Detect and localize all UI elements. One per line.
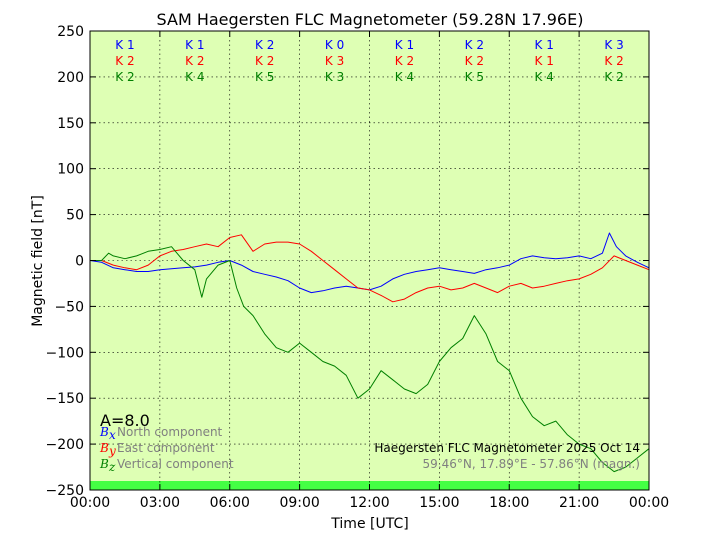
station-info-line2: 59.46°N, 17.89°E - 57.86°N (magn.) [423, 457, 640, 471]
legend-subscript: x [109, 428, 116, 442]
k-index-label: K 4 [535, 70, 554, 84]
k-index-label: K 5 [465, 70, 484, 84]
k-index-label: K 2 [465, 38, 484, 52]
x-axis-label: Time [UTC] [330, 516, 408, 532]
y-tick-label: −100 [46, 345, 84, 361]
x-tick-label: 03:00 [140, 495, 180, 511]
k-index-label: K 1 [535, 54, 554, 68]
k-index-label: K 2 [185, 54, 204, 68]
series-layer [89, 232, 650, 473]
chart-title: SAM Haegersten FLC Magnetometer (59.28N … [157, 10, 584, 29]
k-index-label: K 1 [395, 38, 414, 52]
y-tick-label: −150 [46, 391, 84, 407]
y-tick-label: 200 [57, 70, 84, 86]
k-index-label: K 2 [115, 54, 134, 68]
x-tick-label: 09:00 [279, 495, 319, 511]
y-tick-label: 50 [66, 208, 84, 224]
y-tick-label: 250 [57, 24, 84, 40]
y-tick-label: 100 [57, 162, 84, 178]
x-tick-label: 00:00 [70, 495, 110, 511]
series-line-3 [90, 246, 650, 473]
x-tick-label: 21:00 [559, 495, 599, 511]
legend-label: East component [117, 441, 215, 455]
k-indices: K 1 K 1 K 2 K 0 K 1 K 2 K 1 K 3 K 2 K 2 K 2 K 3 K 2 K… [115, 38, 623, 84]
x-tick-label: 15:00 [419, 495, 459, 511]
k-index-label: K 3 [325, 54, 344, 68]
k-index-label: K 2 [604, 70, 623, 84]
k-index-label: K 5 [255, 70, 274, 84]
series-line-1 [89, 232, 650, 294]
x-tick-label: 12:00 [349, 495, 389, 511]
x-tick-label: 18:00 [489, 495, 529, 511]
legend-subscript: z [108, 460, 116, 474]
y-tick-labels: −250 −200 −150 −100 −50 0 50 100 150 200 250 [46, 24, 84, 499]
station-info-line1: Haegersten FLC Magnetometer 2025 Oct 14 [374, 441, 640, 455]
series-line-2 [90, 234, 650, 303]
x-tick-label: 00:00 [629, 495, 669, 511]
k-index-label: K 2 [395, 54, 414, 68]
y-tick-label: 150 [57, 116, 84, 132]
y-axis-label: Magnetic field [nT] [30, 195, 46, 327]
y-tick-label: 0 [75, 254, 84, 270]
k-index-label: K 3 [604, 38, 623, 52]
legend-label: North component [117, 425, 223, 439]
x-tick-labels: 00:00 03:00 06:00 09:00 12:00 15:00 18:00 21:00… [70, 495, 669, 511]
ticks [89, 30, 650, 491]
k-index-label: K 2 [465, 54, 484, 68]
k-index-label: K 2 [255, 38, 274, 52]
k-index-label: K 2 [604, 54, 623, 68]
k-index-label: K 3 [325, 70, 344, 84]
k-index-label: K 4 [395, 70, 414, 84]
y-tick-label: −200 [46, 437, 84, 453]
k-index-label: K 0 [325, 38, 344, 52]
y-tick-label: −250 [46, 483, 84, 499]
k-index-label: K 1 [115, 38, 134, 52]
x-tick-label: 06:00 [210, 495, 250, 511]
y-tick-label: −50 [54, 299, 84, 315]
k-index-label: K 1 [535, 38, 554, 52]
legend-symbol: B [99, 457, 109, 471]
k-index-label: K 2 [115, 70, 134, 84]
legend-symbol: B [99, 441, 109, 455]
legend-symbol: B [99, 425, 109, 439]
legend-subscript: y [108, 444, 116, 458]
legend-label: Vertical component [117, 457, 234, 471]
k-index-label: K 1 [185, 38, 204, 52]
k-index-label: K 2 [255, 54, 274, 68]
a-index: A=8.0 [100, 411, 150, 430]
k-index-label: K 4 [185, 70, 204, 84]
